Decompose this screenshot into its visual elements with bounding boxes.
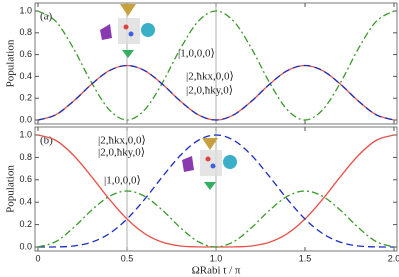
y-tick-label: 0.4 xyxy=(19,197,32,207)
x-tick-label: 0.5 xyxy=(121,253,134,263)
y-tick-label: 1.0 xyxy=(19,5,32,15)
annotation: |2,ħkx,0,0⟩ xyxy=(98,135,146,147)
x-tick-label: 0 xyxy=(35,253,40,263)
y-tick-label: 0.6 xyxy=(19,49,32,59)
series-label: |2,0,ħky,0⟩ xyxy=(98,147,145,159)
plots: 0.00.20.40.60.81.0Population(a)|1,0,0,0⟩… xyxy=(5,2,399,277)
x-axis-label: ΩRabi t / π xyxy=(192,265,241,277)
y-tick-label: 0.0 xyxy=(19,114,32,124)
x-tick-label: 2.0 xyxy=(388,253,399,263)
series-label: |2,0,ħky,0⟩ xyxy=(186,85,233,97)
y-tick-label: 0.2 xyxy=(19,93,32,103)
y-tick-label: 0.4 xyxy=(19,71,32,81)
icon-a xyxy=(100,4,155,58)
x-tick-label: 1.0 xyxy=(210,253,223,263)
y-tick-label: 1.0 xyxy=(19,129,32,139)
y-axis-label: Population xyxy=(5,165,17,213)
series-label: |2,ħkx,0,0⟩ xyxy=(186,71,234,83)
icon-b xyxy=(182,138,237,190)
y-tick-label: 0.8 xyxy=(19,152,32,162)
x-tick-label: 1.5 xyxy=(299,253,312,263)
y-tick-label: 0.2 xyxy=(19,219,32,229)
series-label: |1,0,0,0⟩ xyxy=(178,48,215,60)
y-tick-label: 0.8 xyxy=(19,27,32,37)
data-line xyxy=(37,64,395,121)
y-tick-label: 0.6 xyxy=(19,174,32,184)
data-line xyxy=(37,10,395,121)
data-line xyxy=(37,190,395,248)
series-label: |1,0,0,0⟩ xyxy=(104,175,141,187)
y-tick-label: 0.0 xyxy=(19,241,32,251)
data-line xyxy=(37,134,395,248)
y-axis-label: Population xyxy=(5,39,17,87)
